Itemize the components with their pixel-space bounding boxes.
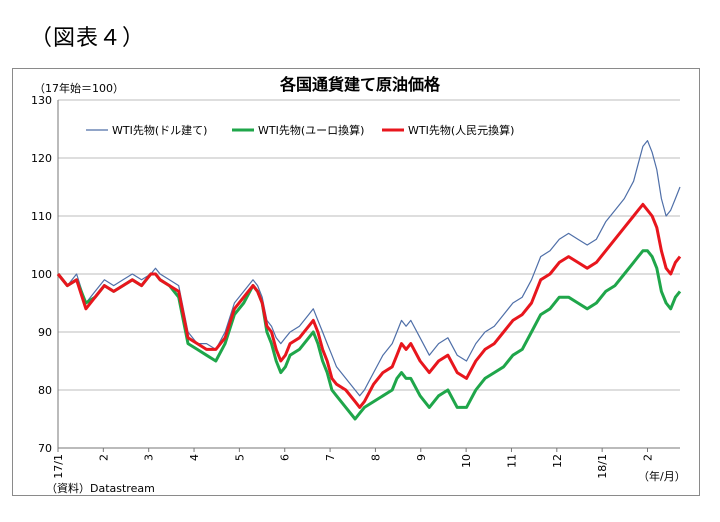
x-tick-label-13: 2 (642, 454, 655, 461)
legend: WTI先物(ドル建て) WTI先物(ユーロ換算) WTI先物(人民元換算) (86, 123, 514, 137)
y-tick-label-2: 90 (38, 326, 52, 339)
legend-label-eur: WTI先物(ユーロ換算) (258, 123, 364, 137)
series-line-usd (57, 140, 681, 397)
x-axis: 17/1 2 3 4 5 6 7 8 9 10 11 12 18/1 2 (52, 447, 680, 479)
source-note: （資料）Datastream (46, 481, 155, 495)
x-tick-label-4: 5 (233, 454, 246, 461)
x-tick-label-3: 4 (188, 454, 201, 461)
x-tick-label-0: 17/1 (52, 454, 65, 479)
x-tick-label-1: 2 (97, 454, 110, 461)
x-unit-label: （年/月） (638, 469, 686, 483)
y-tick-label-6: 130 (31, 94, 52, 107)
x-tick-label-10: 11 (505, 454, 518, 468)
x-tick-label-5: 6 (279, 454, 292, 461)
series-line-cny (56, 202, 682, 409)
series-lines (56, 140, 682, 421)
figure-label: （図表４） (30, 26, 146, 51)
series-line-eur (56, 249, 682, 421)
chart-title: 各国通貨建て原油価格 (279, 75, 441, 94)
x-tick-label-6: 7 (324, 454, 337, 461)
x-tick-label-7: 8 (369, 454, 382, 461)
y-tick-label-4: 110 (31, 210, 52, 223)
y-tick-label-5: 120 (31, 152, 52, 165)
legend-label-cny: WTI先物(人民元換算) (408, 123, 514, 137)
x-tick-label-11: 12 (551, 454, 564, 468)
x-tick-label-9: 10 (460, 454, 473, 468)
x-tick-label-12: 18/1 (596, 454, 609, 479)
y-unit-label: （17年始＝100） (34, 81, 124, 95)
y-tick-label-0: 70 (38, 442, 52, 455)
x-tick-label-8: 9 (415, 454, 428, 461)
y-axis: 70 80 90 100 110 120 130 (31, 94, 59, 455)
legend-label-usd: WTI先物(ドル建て) (112, 123, 207, 137)
chart-frame (12, 68, 700, 496)
y-tick-label-1: 80 (38, 384, 52, 397)
y-tick-label-3: 100 (31, 268, 52, 281)
x-tick-label-2: 3 (143, 454, 156, 461)
